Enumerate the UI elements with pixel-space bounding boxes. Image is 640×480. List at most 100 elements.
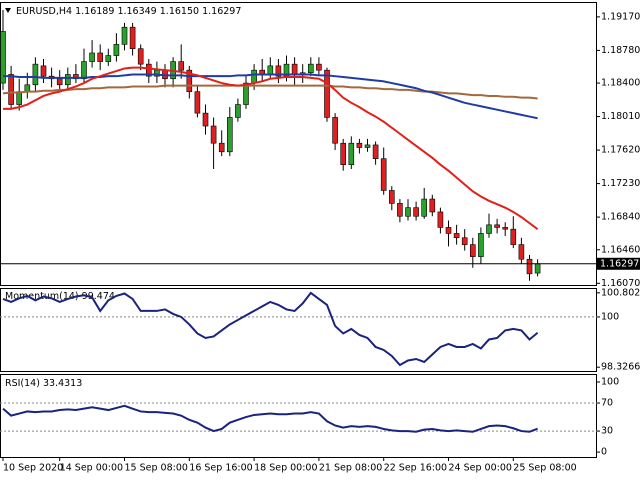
rsi-panel-frame bbox=[0, 374, 597, 458]
price-label-box bbox=[597, 257, 640, 270]
x-tick-label: 15 Sep 08:00 bbox=[125, 463, 188, 474]
candle-body bbox=[461, 237, 468, 245]
candle-body bbox=[518, 244, 525, 260]
candle-body bbox=[178, 61, 184, 71]
moving-average bbox=[2, 84, 538, 100]
candle-body bbox=[210, 125, 217, 144]
candle-body bbox=[348, 142, 355, 165]
x-tick-label: 10 Sep 2020 bbox=[3, 463, 63, 474]
indicator-value: 99.474 bbox=[82, 291, 115, 302]
x-tick-label: 18 Sep 00:00 bbox=[254, 463, 317, 474]
candle-body bbox=[8, 74, 14, 105]
price-label: 1.16297 bbox=[600, 258, 639, 269]
y-tick-label: 98.3266 bbox=[601, 362, 640, 373]
candle-body bbox=[56, 78, 63, 86]
indicator-line bbox=[2, 291, 539, 367]
y-tick-label: 1.16070 bbox=[601, 278, 640, 289]
last-open: 1.16189 bbox=[75, 6, 114, 17]
candle-body bbox=[24, 84, 31, 92]
candle-body bbox=[332, 117, 338, 144]
candle-body bbox=[65, 74, 71, 86]
rsi-header: RSI(14) 33.4313 bbox=[5, 378, 82, 389]
candle-body bbox=[137, 48, 144, 65]
indicator-value: 33.4313 bbox=[43, 378, 82, 389]
y-tick-label: 1.17620 bbox=[601, 145, 640, 156]
candle-body bbox=[429, 198, 436, 213]
candle-body bbox=[372, 144, 379, 159]
candle-body bbox=[413, 207, 419, 217]
candle-body bbox=[81, 61, 87, 80]
candle-body bbox=[307, 63, 314, 74]
candle-body bbox=[16, 91, 23, 105]
y-tick-label: 1.16460 bbox=[601, 244, 640, 255]
x-tick-label: 22 Sep 16:00 bbox=[384, 463, 447, 474]
y-tick-label: 100 bbox=[601, 311, 619, 322]
candle-body bbox=[267, 65, 274, 75]
collapse-arrow[interactable] bbox=[5, 8, 11, 13]
indicator-name: RSI(14) bbox=[5, 378, 40, 389]
moving-average bbox=[3, 73, 538, 120]
candle-body bbox=[526, 258, 533, 275]
x-tick-label: 14 Sep 00:00 bbox=[60, 463, 123, 474]
candle-body bbox=[105, 55, 112, 62]
candle-body bbox=[316, 63, 322, 71]
last-low: 1.16150 bbox=[160, 6, 199, 17]
candle-body bbox=[486, 224, 492, 234]
x-tick-label: 25 Sep 08:00 bbox=[513, 463, 576, 474]
x-tick-label: 24 Sep 00:00 bbox=[449, 463, 512, 474]
candle-body bbox=[146, 63, 152, 77]
momentum-panel-frame bbox=[0, 288, 597, 372]
candle-body bbox=[421, 198, 428, 217]
y-tick-label: 100 bbox=[601, 377, 619, 388]
candle-body bbox=[494, 224, 500, 228]
candle-body bbox=[478, 233, 484, 257]
y-tick-label: 1.18780 bbox=[601, 45, 640, 56]
candle-body bbox=[397, 203, 403, 217]
candle-body bbox=[113, 44, 120, 56]
candle-body bbox=[502, 227, 509, 230]
y-tick-label: 70 bbox=[601, 398, 613, 409]
candle-body bbox=[186, 69, 193, 92]
y-tick-label: 30 bbox=[601, 426, 613, 437]
candle-body bbox=[380, 158, 387, 191]
candle-body bbox=[243, 82, 249, 105]
candle-body bbox=[97, 52, 103, 62]
x-tick-label: 16 Sep 16:00 bbox=[189, 463, 252, 474]
candle-body bbox=[235, 104, 241, 118]
candle-body bbox=[324, 69, 330, 118]
candle-body bbox=[194, 91, 201, 114]
candle-body bbox=[291, 63, 298, 75]
candle-body bbox=[129, 26, 136, 49]
candle-body bbox=[340, 142, 347, 165]
candle-body bbox=[364, 144, 371, 148]
last-close: 1.16297 bbox=[202, 6, 241, 17]
main-panel-frame bbox=[0, 2, 597, 286]
x-tick-label: 21 Sep 08:00 bbox=[319, 463, 382, 474]
last-high: 1.16349 bbox=[117, 6, 156, 17]
candle-body bbox=[227, 117, 233, 153]
candle-body bbox=[437, 211, 444, 228]
y-tick-label: 1.17230 bbox=[601, 178, 640, 189]
indicator-line bbox=[2, 404, 538, 433]
candle-body bbox=[121, 26, 128, 45]
candle-body bbox=[251, 69, 257, 84]
candle-body bbox=[202, 112, 209, 127]
candle-body bbox=[405, 207, 411, 217]
candle-body bbox=[275, 65, 282, 77]
candle-body bbox=[388, 190, 395, 204]
candle-body bbox=[40, 65, 47, 77]
moving-average bbox=[3, 66, 539, 230]
candle-body bbox=[89, 52, 95, 62]
candle-body bbox=[356, 142, 363, 148]
candle-body bbox=[510, 228, 517, 245]
candle-body bbox=[218, 142, 225, 153]
y-tick-label: 1.18400 bbox=[601, 78, 640, 89]
candle-body bbox=[534, 263, 541, 274]
candle-body bbox=[32, 63, 39, 86]
candle-body bbox=[445, 227, 452, 234]
indicator-name: Momentum(14) bbox=[5, 291, 79, 302]
y-tick-label: 1.16840 bbox=[601, 212, 640, 223]
symbol-header: EURUSD,H4 1.16189 1.16349 1.16150 1.1629… bbox=[16, 6, 241, 17]
